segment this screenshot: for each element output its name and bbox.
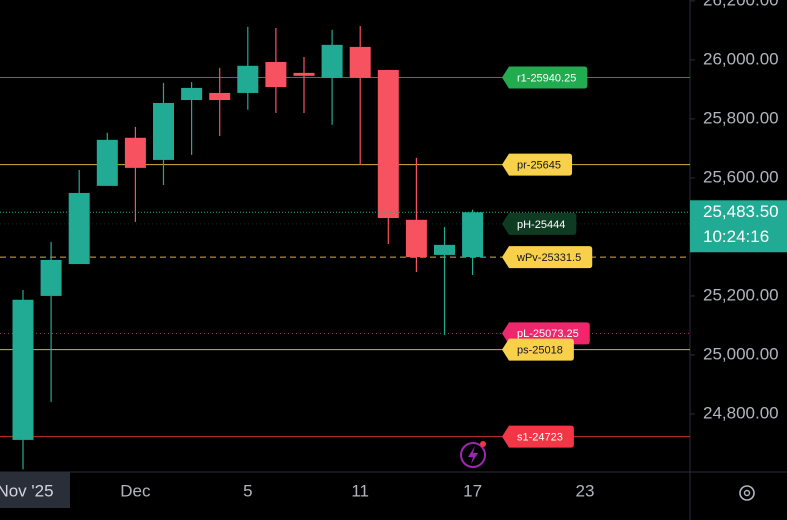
level-label-box	[502, 212, 577, 235]
x-tick-label: Dec	[120, 481, 151, 500]
x-tick-label: 11	[351, 481, 369, 500]
level-label-text: r1-25940.25	[517, 72, 576, 84]
x-tick-label: 23	[576, 481, 595, 500]
alert-icon[interactable]	[460, 441, 486, 468]
candle-body	[40, 259, 62, 296]
candle-body	[68, 192, 90, 265]
candle-body	[377, 69, 399, 219]
candle-body	[321, 44, 343, 78]
y-tick-label: 25,600.00	[703, 167, 779, 186]
x-label-box	[0, 472, 70, 508]
level-label-box	[502, 66, 588, 89]
last-price-box	[690, 200, 787, 253]
candle-body	[462, 212, 484, 257]
level-label-text: s1-24723	[517, 432, 563, 444]
level-label: ps-25018	[502, 338, 574, 361]
last-price-label: 25,483.50	[703, 202, 779, 221]
alert-dot[interactable]	[480, 441, 486, 447]
candle-body	[349, 46, 371, 78]
candle-body	[434, 244, 455, 255]
level-label-box	[502, 246, 593, 269]
level-label-text: pL-25073.25	[517, 328, 579, 340]
level-label: pH-25444	[502, 212, 577, 235]
candle-body	[265, 61, 287, 88]
level-label-text: ps-25018	[517, 345, 563, 357]
y-tick-label: 26,200.00	[703, 0, 779, 9]
y-tick-label: 25,000.00	[703, 344, 779, 363]
level-label: r1-25940.25	[502, 66, 588, 89]
level-label-text: pH-25444	[517, 219, 565, 231]
level-label-text: pr-25645	[517, 160, 561, 172]
x-tick-label: 5	[243, 481, 252, 500]
level-label: wPv-25331.5	[502, 246, 593, 269]
candle-body	[293, 72, 315, 76]
settings-center[interactable]	[743, 489, 751, 497]
level-label-box	[502, 153, 573, 176]
level-label: s1-24723	[502, 425, 574, 448]
level-label: pr-25645	[502, 153, 573, 176]
alert-ring[interactable]	[460, 442, 486, 468]
y-tick-label: 25,200.00	[703, 285, 779, 304]
settings-icon[interactable]	[739, 485, 755, 501]
candle-body	[405, 219, 427, 257]
candle-body	[96, 139, 118, 186]
countdown: 10:24:16	[703, 227, 769, 246]
x-tick-label: 17	[463, 481, 482, 500]
candle-body	[153, 102, 174, 160]
candle-body	[237, 65, 259, 93]
candle-body	[209, 92, 231, 101]
settings-ring[interactable]	[739, 485, 755, 501]
x-tick-label: Nov '25	[0, 481, 54, 500]
y-tick-label: 25,800.00	[703, 108, 779, 127]
level-label-box	[502, 338, 574, 361]
y-tick-label: 24,800.00	[703, 403, 779, 422]
level-label-box	[502, 425, 574, 448]
alert-bolt[interactable]	[468, 446, 478, 464]
y-tick-label: 26,000.00	[703, 49, 779, 68]
candle-body	[181, 87, 203, 101]
level-label-text: wPv-25331.5	[516, 252, 581, 264]
candle-body	[12, 299, 34, 440]
candle-body	[124, 137, 146, 168]
